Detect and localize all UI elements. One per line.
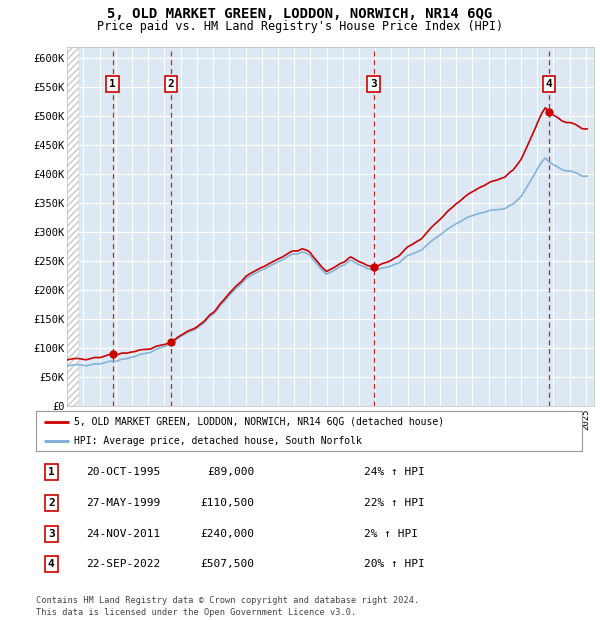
Text: 1: 1 bbox=[48, 467, 55, 477]
Text: 4: 4 bbox=[48, 559, 55, 569]
Text: 5, OLD MARKET GREEN, LODDON, NORWICH, NR14 6QG: 5, OLD MARKET GREEN, LODDON, NORWICH, NR… bbox=[107, 7, 493, 22]
Text: 3: 3 bbox=[48, 529, 55, 539]
Text: £240,000: £240,000 bbox=[200, 529, 254, 539]
Text: 3: 3 bbox=[370, 79, 377, 89]
Text: HPI: Average price, detached house, South Norfolk: HPI: Average price, detached house, Sout… bbox=[74, 436, 362, 446]
Text: 20-OCT-1995: 20-OCT-1995 bbox=[86, 467, 160, 477]
Text: £89,000: £89,000 bbox=[207, 467, 254, 477]
Text: 1: 1 bbox=[109, 79, 116, 89]
Text: 27-MAY-1999: 27-MAY-1999 bbox=[86, 498, 160, 508]
Text: Price paid vs. HM Land Registry's House Price Index (HPI): Price paid vs. HM Land Registry's House … bbox=[97, 20, 503, 33]
Text: 22% ↑ HPI: 22% ↑ HPI bbox=[364, 498, 424, 508]
Text: 22-SEP-2022: 22-SEP-2022 bbox=[86, 559, 160, 569]
Text: 20% ↑ HPI: 20% ↑ HPI bbox=[364, 559, 424, 569]
Text: 5, OLD MARKET GREEN, LODDON, NORWICH, NR14 6QG (detached house): 5, OLD MARKET GREEN, LODDON, NORWICH, NR… bbox=[74, 417, 445, 427]
Text: 2: 2 bbox=[48, 498, 55, 508]
Text: £110,500: £110,500 bbox=[200, 498, 254, 508]
Text: 4: 4 bbox=[545, 79, 553, 89]
Text: £507,500: £507,500 bbox=[200, 559, 254, 569]
Text: 2% ↑ HPI: 2% ↑ HPI bbox=[364, 529, 418, 539]
Text: 24-NOV-2011: 24-NOV-2011 bbox=[86, 529, 160, 539]
Text: 2: 2 bbox=[167, 79, 175, 89]
Text: 24% ↑ HPI: 24% ↑ HPI bbox=[364, 467, 424, 477]
Text: Contains HM Land Registry data © Crown copyright and database right 2024.
This d: Contains HM Land Registry data © Crown c… bbox=[36, 596, 419, 617]
